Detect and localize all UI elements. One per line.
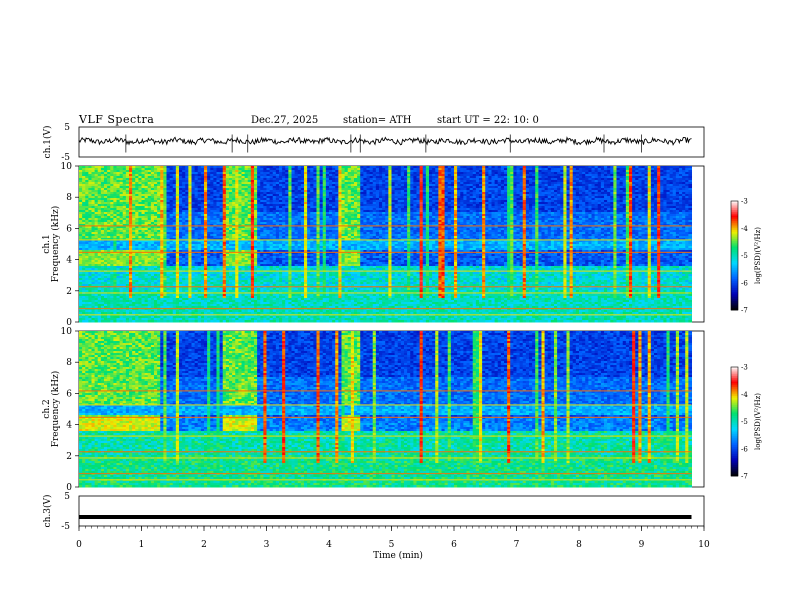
spec-cell: [151, 320, 155, 323]
spec-cell: [98, 320, 102, 323]
spec-cell: [135, 320, 139, 323]
spec-cell: [129, 320, 133, 323]
spec-cell: [107, 320, 111, 323]
spec-cell: [170, 320, 174, 323]
spec-cell: [160, 320, 164, 323]
spec-cell: [263, 320, 267, 323]
spec-cell: [79, 320, 83, 323]
spec-cell: [201, 320, 205, 323]
spec-cell: [210, 320, 214, 323]
spec-cell: [163, 320, 167, 323]
spec-cell: [254, 320, 258, 323]
figure-title: VLF Spectra: [78, 113, 154, 126]
spec-cell: [85, 320, 89, 323]
spec-cell: [167, 320, 171, 323]
station-label: station= ATH: [343, 115, 412, 126]
spec-cell: [110, 320, 114, 323]
spec-cell: [126, 320, 130, 323]
spec-cell: [132, 320, 136, 323]
spec-cell: [101, 320, 105, 323]
spec-cell: [138, 320, 142, 323]
spec-cell: [117, 320, 121, 323]
spec-cell: [95, 320, 99, 323]
ch1-ytick-top: 5: [64, 123, 70, 133]
spec-cell: [232, 320, 236, 323]
spec-cell: [120, 320, 124, 323]
spec-cell: [154, 320, 158, 323]
spec-cell: [182, 320, 186, 323]
spec-cell: [257, 320, 261, 323]
spec-cell: [270, 320, 274, 323]
spec-cell: [267, 320, 271, 323]
spec-cell: [123, 320, 127, 323]
spec-cell: [207, 320, 211, 323]
spec-cell: [220, 320, 224, 323]
spec-cell: [176, 320, 180, 323]
spec-cell: [245, 320, 249, 323]
spec-cell: [188, 320, 192, 323]
spec-cell: [82, 320, 86, 323]
spec-cell: [179, 320, 183, 323]
spec-cell: [148, 320, 152, 323]
spec-cell: [238, 320, 242, 323]
spec-cell: [157, 320, 161, 323]
ch1-ylabel: ch.1(V): [42, 126, 53, 159]
spec-cell: [251, 320, 255, 323]
spec-cell: [273, 320, 277, 323]
spec-cell: [145, 320, 149, 323]
spec-cell: [226, 320, 230, 323]
spec-cell: [92, 320, 96, 323]
spec-cell: [213, 320, 217, 323]
spec-cell: [198, 320, 202, 323]
spec-cell: [204, 320, 208, 323]
spec-cell: [223, 320, 227, 323]
spec-cell: [242, 320, 246, 323]
start-ut-label: start UT = 22: 10: 0: [437, 115, 539, 126]
spec-cell: [195, 320, 199, 323]
spec-cell: [248, 320, 252, 323]
ch1-waveform-panel: 5 -5 ch.1(V): [42, 123, 704, 163]
date-label: Dec.27, 2025: [251, 115, 318, 126]
spec-cell: [185, 320, 189, 323]
spec-cell: [88, 320, 92, 323]
spec-cell: [235, 320, 239, 323]
spec-cell: [142, 320, 146, 323]
spec-cell: [217, 320, 221, 323]
spec-cell: [104, 320, 108, 323]
spec-cell: [260, 320, 264, 323]
ch1-spectrogram-image: [79, 166, 692, 323]
spec-cell: [192, 320, 196, 323]
spec-cell: [229, 320, 233, 323]
spec-cell: [173, 320, 177, 323]
spec-cell: [113, 320, 117, 323]
